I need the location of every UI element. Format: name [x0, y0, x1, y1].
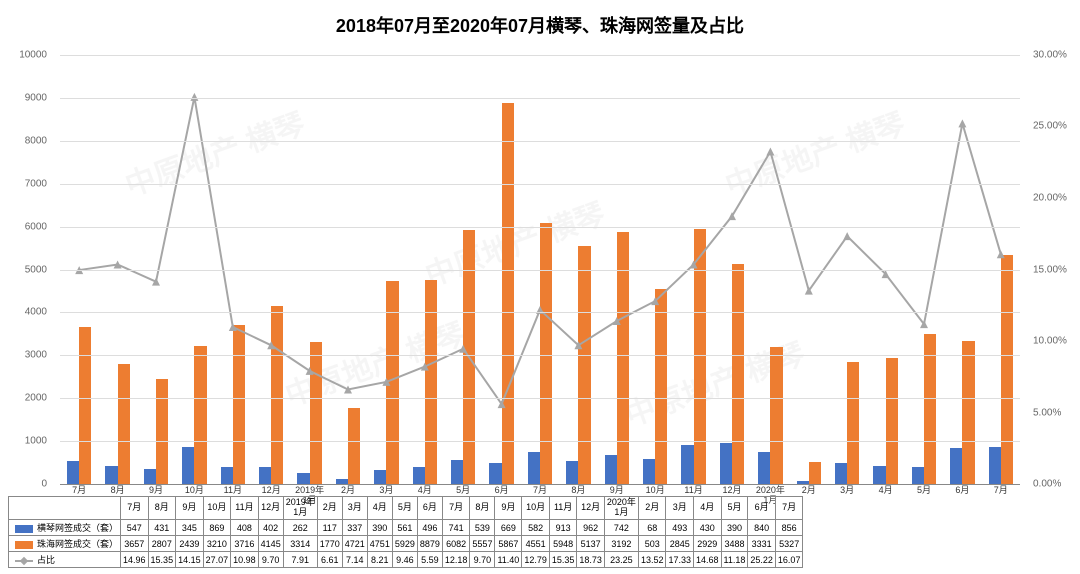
bar [271, 306, 283, 484]
bar [413, 467, 425, 484]
bar [578, 246, 590, 484]
bar [156, 379, 168, 484]
bar [643, 459, 655, 484]
bar [912, 467, 924, 484]
bar [655, 289, 667, 484]
bar [770, 347, 782, 484]
bar [118, 364, 130, 484]
bar [105, 466, 117, 484]
y1-axis: 0100020003000400050006000700080009000100… [0, 55, 55, 484]
bar [463, 230, 475, 484]
bar [489, 463, 501, 484]
chart-container: 2018年07月至2020年07月横琴、珠海网签量及占比 中原地产 横琴 中原地… [0, 0, 1080, 574]
bar [182, 447, 194, 484]
chart-title: 2018年07月至2020年07月横琴、珠海网签量及占比 [0, 0, 1080, 38]
bar [847, 362, 859, 484]
bar [310, 342, 322, 484]
bar [873, 466, 885, 484]
bar [950, 448, 962, 484]
bar [348, 408, 360, 484]
bar [566, 461, 578, 484]
plot-area [60, 55, 1020, 484]
bar [989, 447, 1001, 484]
bar [194, 346, 206, 484]
bar [681, 445, 693, 484]
data-table: 7月8月9月10月11月12月2019年 1月2月3月4月5月6月7月8月9月1… [8, 496, 803, 568]
bar [835, 463, 847, 484]
bar [605, 455, 617, 484]
bar [758, 452, 770, 484]
bar [924, 334, 936, 484]
bar [259, 467, 271, 484]
bar [540, 223, 552, 484]
bar [886, 358, 898, 484]
data-table-body: 7月8月9月10月11月12月2019年 1月2月3月4月5月6月7月8月9月1… [9, 497, 803, 568]
y2-axis: 0.00%5.00%10.00%15.00%20.00%25.00%30.00% [1025, 55, 1080, 484]
bar [425, 280, 437, 484]
bar [694, 229, 706, 484]
bar [79, 327, 91, 484]
bar [221, 467, 233, 485]
bar [67, 461, 79, 484]
bar [732, 264, 744, 484]
bar [233, 325, 245, 484]
bar [528, 452, 540, 484]
bar [1001, 255, 1013, 484]
bar [297, 473, 309, 484]
bar [374, 470, 386, 484]
bar [451, 460, 463, 484]
bar [809, 462, 821, 484]
bar [144, 469, 156, 484]
bar [502, 103, 514, 484]
bar [962, 341, 974, 484]
bar [720, 443, 732, 484]
